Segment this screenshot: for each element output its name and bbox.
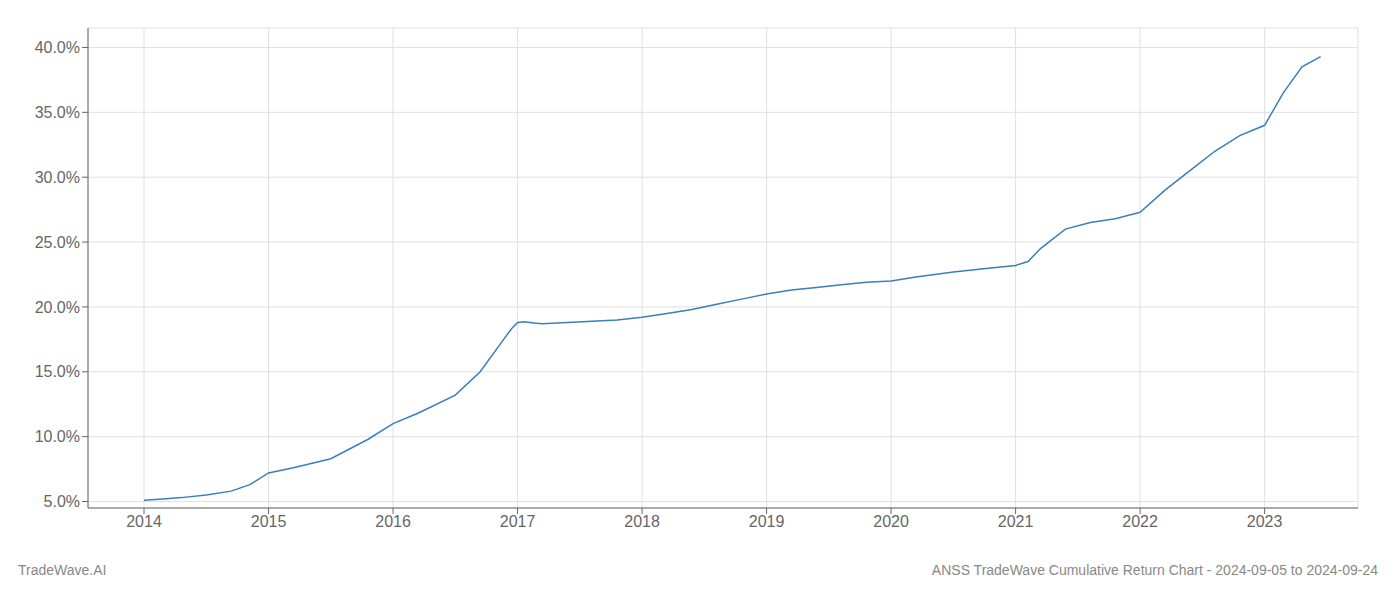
- svg-text:40.0%: 40.0%: [35, 39, 80, 56]
- svg-text:35.0%: 35.0%: [35, 104, 80, 121]
- svg-text:2017: 2017: [500, 513, 536, 530]
- svg-text:2019: 2019: [749, 513, 785, 530]
- html-text:ANSS TradeWave Cumulative Retu: ANSS TradeWave Cumulative Return Chart -…: [931, 562, 1378, 578]
- svg-text:2021: 2021: [998, 513, 1034, 530]
- svg-text:2014: 2014: [126, 513, 162, 530]
- svg-text:15.0%: 15.0%: [35, 363, 80, 380]
- svg-text:25.0%: 25.0%: [35, 234, 80, 251]
- svg-text:2020: 2020: [873, 513, 909, 530]
- svg-text:30.0%: 30.0%: [35, 169, 80, 186]
- svg-text:10.0%: 10.0%: [35, 428, 80, 445]
- svg-text:2016: 2016: [375, 513, 411, 530]
- html-text:TradeWave.AI: TradeWave.AI: [18, 562, 107, 578]
- svg-text:2022: 2022: [1122, 513, 1158, 530]
- svg-text:2015: 2015: [251, 513, 287, 530]
- svg-text:2018: 2018: [624, 513, 660, 530]
- svg-text:5.0%: 5.0%: [44, 493, 80, 510]
- svg-text:2023: 2023: [1247, 513, 1283, 530]
- svg-text:20.0%: 20.0%: [35, 299, 80, 316]
